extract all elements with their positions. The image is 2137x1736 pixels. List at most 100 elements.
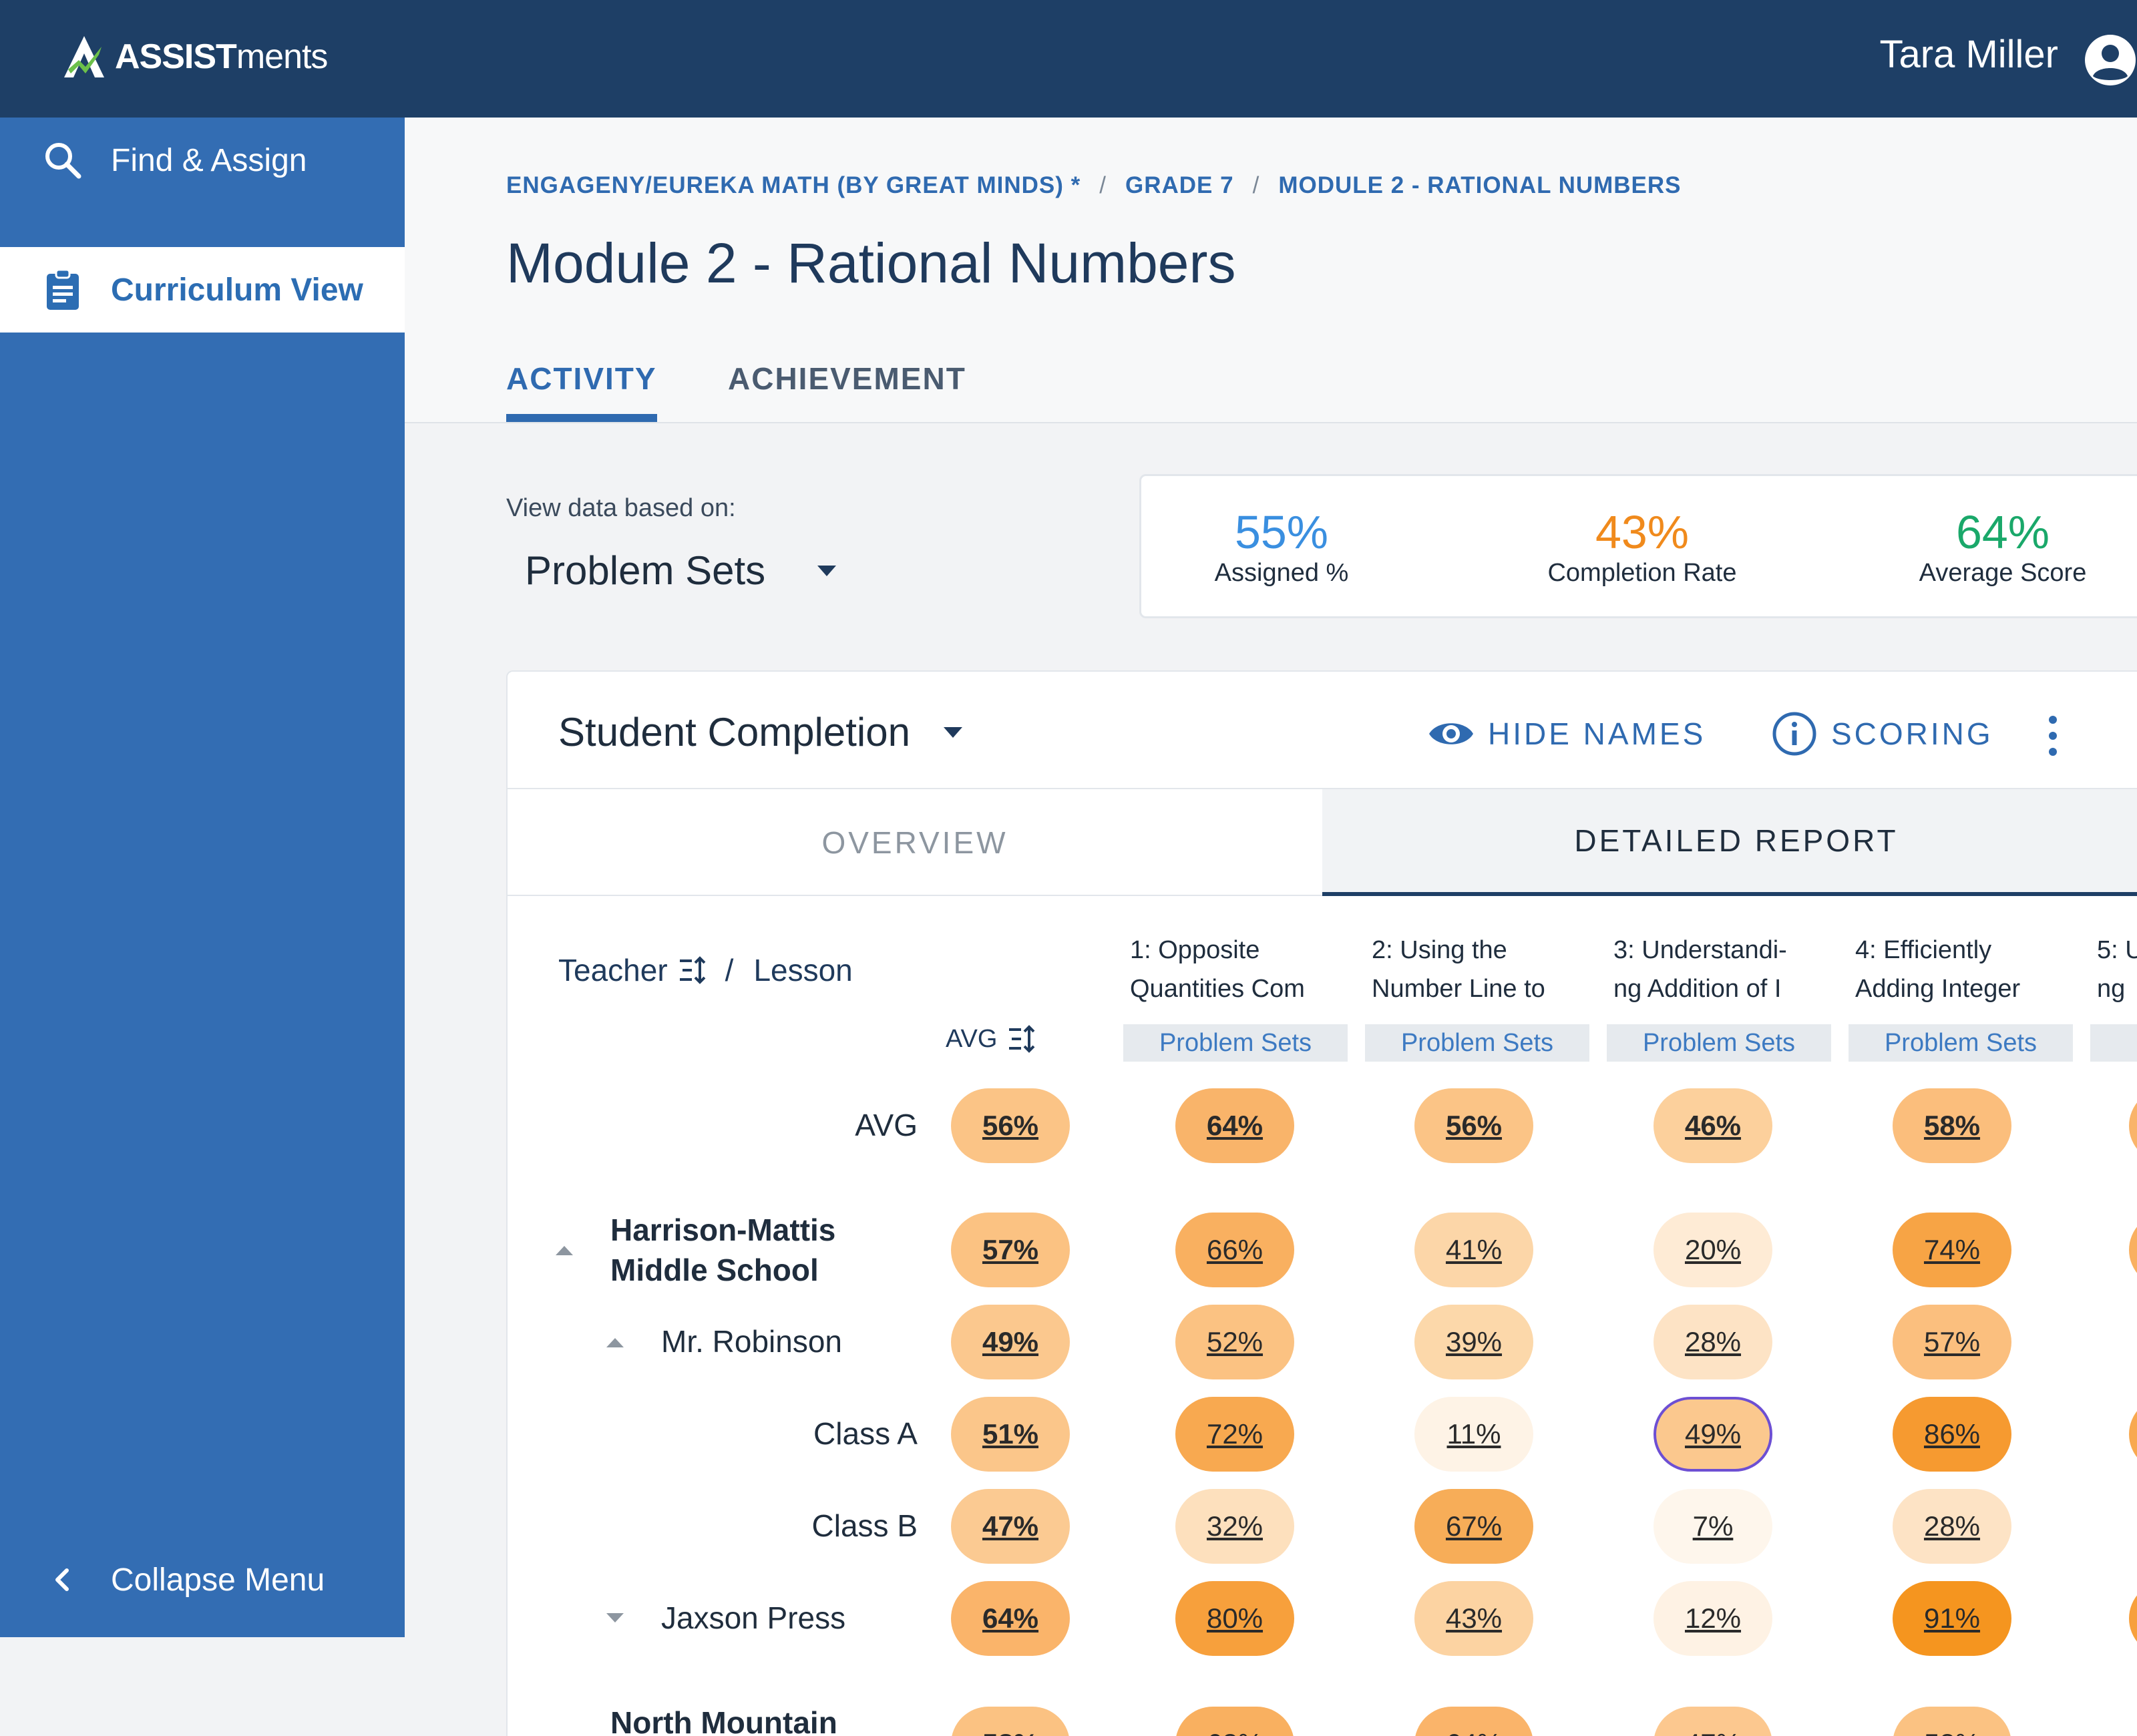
school-avg-pill[interactable]: 57% (951, 1213, 1070, 1287)
lesson-avg-pill[interactable]: 46% (1654, 1088, 1772, 1163)
lesson-column-header[interactable]: 1: Opposite Quantities Com (1130, 931, 1354, 1008)
more-options-icon[interactable] (2045, 713, 2061, 758)
score-pill[interactable]: 74% (1893, 1213, 2011, 1287)
score-pill[interactable]: 91% (1893, 1581, 2011, 1656)
row-label-avg: AVG (855, 1108, 918, 1142)
teacher-avg-pill[interactable]: 64% (951, 1581, 1070, 1656)
page-title: Module 2 - Rational Numbers (506, 232, 1236, 294)
assistments-logo[interactable]: ASSISTments (63, 35, 328, 79)
teacher-name[interactable]: Jaxson Press (661, 1600, 846, 1635)
lesson-avg-pill[interactable]: 56% (1414, 1088, 1533, 1163)
clipboard-icon (47, 268, 79, 310)
score-pill[interactable]: 41% (1414, 1213, 1533, 1287)
stat-label: Assigned % (1214, 559, 1349, 587)
score-pill-partial[interactable] (2129, 1213, 2137, 1287)
divider (508, 895, 1322, 896)
score-pill[interactable]: 39% (1414, 1305, 1533, 1379)
class-name[interactable]: Class B (811, 1508, 918, 1543)
lesson-type-tag: Problem Sets (1123, 1024, 1348, 1062)
breadcrumb: ENGAGENY/EUREKA MATH (BY GREAT MINDS) * … (506, 172, 1682, 199)
sidebar: Find & Assign Curriculum View Collapse M… (0, 118, 405, 1637)
lesson-column-header[interactable]: 4: Efficiently Adding Integer (1855, 931, 2080, 1008)
class-name[interactable]: Class A (813, 1416, 918, 1451)
hide-names-label: HIDE NAMES (1488, 716, 1706, 751)
view-data-dropdown[interactable]: Problem Sets (525, 548, 840, 594)
sidebar-item-label: Find & Assign (111, 142, 307, 178)
avg-pill[interactable]: 56% (951, 1088, 1070, 1163)
subtab-overview[interactable]: OVERVIEW (508, 789, 1322, 896)
score-pill[interactable]: 64% (1414, 1707, 1533, 1736)
collapse-menu-button[interactable]: Collapse Menu (0, 1537, 405, 1622)
score-pill[interactable]: 52% (1175, 1305, 1294, 1379)
score-pill-selected[interactable]: 49% (1654, 1397, 1772, 1472)
score-pill[interactable]: 57% (1893, 1305, 2011, 1379)
score-pill-partial[interactable] (2129, 1397, 2137, 1472)
school-name[interactable]: North Mountain (610, 1705, 837, 1736)
user-name[interactable]: Tara Miller (1879, 33, 2059, 76)
score-pill[interactable]: 20% (1654, 1213, 1772, 1287)
score-pill[interactable]: 66% (1175, 1213, 1294, 1287)
stat-value: 43% (1595, 506, 1690, 558)
teacher-avg-pill[interactable]: 49% (951, 1305, 1070, 1379)
score-pill[interactable]: 32% (1175, 1489, 1294, 1564)
score-pill[interactable]: 11% (1414, 1397, 1533, 1472)
sort-icon[interactable] (1006, 1023, 1038, 1055)
lesson-title-line: ng (2097, 975, 2126, 1003)
subtab-detailed-report[interactable]: DETAILED REPORT (1322, 789, 2137, 896)
report-title: Student Completion (558, 710, 910, 754)
score-pill[interactable]: 58% (1893, 1707, 2011, 1736)
score-pill[interactable]: 80% (1175, 1581, 1294, 1656)
class-avg-pill[interactable]: 47% (951, 1489, 1070, 1564)
score-pill[interactable]: 68% (1175, 1707, 1294, 1736)
lesson-header-label: Lesson (753, 953, 853, 988)
collapse-caret-icon[interactable] (554, 1243, 574, 1257)
score-pill[interactable]: 12% (1654, 1581, 1772, 1656)
caret-down-icon (944, 726, 962, 738)
tab-achievement[interactable]: ACHIEVEMENT (728, 361, 966, 396)
expand-caret-icon[interactable] (605, 1612, 625, 1625)
stat-label: Average Score (1919, 559, 2087, 587)
lesson-type-tag: Pr (2090, 1024, 2137, 1062)
caret-down-icon (817, 565, 837, 576)
lesson-type-tag: Problem Sets (1365, 1024, 1589, 1062)
divider (508, 788, 2137, 789)
report-type-dropdown[interactable]: Student Completion (558, 709, 966, 755)
search-icon (45, 143, 81, 179)
teacher-name[interactable]: Mr. Robinson (661, 1324, 843, 1359)
logo-mark-icon (64, 36, 104, 77)
lesson-avg-pill[interactable]: 58% (1893, 1088, 2011, 1163)
sort-icon[interactable] (677, 954, 709, 986)
tab-activity[interactable]: ACTIVITY (506, 361, 657, 396)
school-avg-pill[interactable]: 58% (951, 1707, 1070, 1736)
lesson-column-header[interactable]: 3: Understandi- ng Addition of I (1613, 931, 1838, 1008)
avg-header-label: AVG (946, 1024, 998, 1053)
breadcrumb-module[interactable]: MODULE 2 - RATIONAL NUMBERS (1278, 172, 1682, 198)
score-pill[interactable]: 72% (1175, 1397, 1294, 1472)
account-icon[interactable] (2084, 33, 2137, 87)
score-pill[interactable]: 28% (1654, 1305, 1772, 1379)
report-card: Student Completion HIDE NAMES SCORING OV… (506, 670, 2137, 1736)
sidebar-item-find-assign[interactable]: Find & Assign (0, 118, 405, 203)
breadcrumb-separator: / (1099, 172, 1107, 198)
lesson-column-header[interactable]: 5: U ng (2097, 931, 2137, 1008)
score-pill[interactable]: 86% (1893, 1397, 2011, 1472)
lesson-column-header[interactable]: 2: Using the Number Line to (1372, 931, 1596, 1008)
score-pill[interactable]: 28% (1893, 1489, 2011, 1564)
class-avg-pill[interactable]: 51% (951, 1397, 1070, 1472)
lesson-title-line: 4: Efficiently (1855, 936, 1992, 964)
scoring-button[interactable]: SCORING (1771, 710, 1993, 757)
score-pill-partial[interactable] (2129, 1088, 2137, 1163)
score-pill[interactable]: 67% (1414, 1489, 1533, 1564)
lesson-type-tag: Problem Sets (1849, 1024, 2073, 1062)
score-pill[interactable]: 43% (1414, 1581, 1533, 1656)
score-pill-partial[interactable] (2129, 1581, 2137, 1656)
breadcrumb-grade[interactable]: GRADE 7 (1125, 172, 1234, 198)
sidebar-item-curriculum-view[interactable]: Curriculum View (0, 247, 405, 333)
hide-names-button[interactable]: HIDE NAMES (1428, 710, 1706, 757)
lesson-avg-pill[interactable]: 64% (1175, 1088, 1294, 1163)
collapse-caret-icon[interactable] (605, 1335, 625, 1349)
breadcrumb-curriculum[interactable]: ENGAGENY/EUREKA MATH (BY GREAT MINDS) * (506, 172, 1081, 198)
score-pill[interactable]: 47% (1654, 1707, 1772, 1736)
school-name[interactable]: Harrison-Mattis Middle School (610, 1210, 835, 1290)
score-pill[interactable]: 7% (1654, 1489, 1772, 1564)
